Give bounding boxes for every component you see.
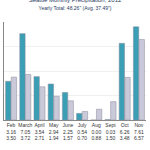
svg-text:Aug0.000.88: Aug0.000.88 xyxy=(91,122,101,141)
svg-text:Sept0.031.50: Sept0.031.50 xyxy=(105,122,116,141)
svg-text:July0.540.70: July0.540.70 xyxy=(77,122,87,141)
svg-text:May2.941.94: May2.941.94 xyxy=(49,122,59,141)
svg-text:Feb3.163.50: Feb3.163.50 xyxy=(6,122,16,141)
svg-text:June2.251.57: June2.251.57 xyxy=(62,122,73,141)
svg-text:Seattle Monthly Precipitation,: Seattle Monthly Precipitation, 2012Yearl… xyxy=(29,0,122,11)
svg-text:April3.542.71: April3.542.71 xyxy=(34,122,44,141)
svg-text:Nov7.616.57: Nov7.616.57 xyxy=(134,122,144,141)
svg-text:March7.053.72: March7.053.72 xyxy=(18,122,32,141)
svg-text:Oct6.263.48: Oct6.263.48 xyxy=(120,122,130,141)
